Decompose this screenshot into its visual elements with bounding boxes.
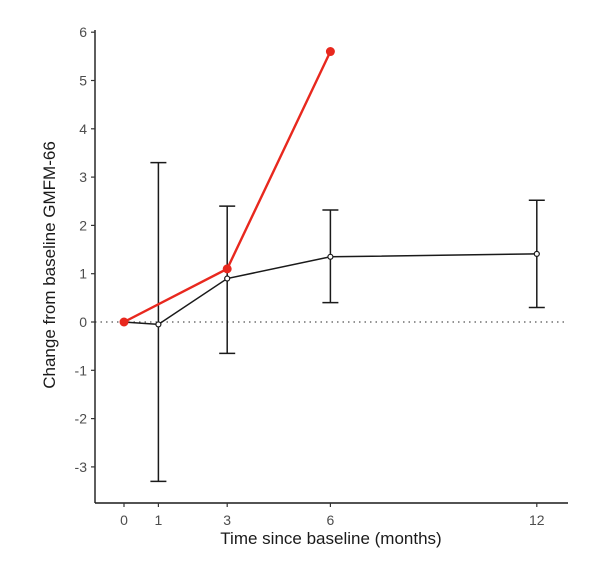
y-tick-label: 3	[79, 169, 87, 185]
x-axis-title: Time since baseline (months)	[220, 529, 441, 548]
x-tick-label: 0	[120, 512, 128, 528]
y-tick-label: 4	[79, 121, 87, 137]
x-tick-label: 3	[223, 512, 231, 528]
data-point-individual	[222, 264, 232, 274]
data-point-group-mean	[327, 253, 334, 260]
y-axis-title: Change from baseline GMFM-66	[40, 141, 59, 389]
data-point-group-mean	[533, 250, 540, 257]
x-tick-label: 1	[155, 512, 163, 528]
y-tick-label: 2	[79, 217, 87, 233]
y-tick-label: -1	[75, 362, 88, 378]
x-ticks: 0 1 3 6 12	[120, 503, 545, 528]
x-tick-label: 12	[529, 512, 545, 528]
y-tick-label: -3	[75, 459, 88, 475]
data-point-individual	[325, 47, 335, 57]
y-ticks: -3 -2 -1 0 1 2 3 4 5 6	[75, 24, 95, 475]
y-tick-label: 1	[79, 266, 87, 282]
axes	[94, 30, 568, 504]
data-point-group-mean	[224, 275, 231, 282]
y-tick-label: 0	[79, 314, 87, 330]
x-tick-label: 6	[327, 512, 335, 528]
data-points	[119, 47, 540, 328]
data-point-individual	[119, 317, 129, 327]
y-tick-label: 5	[79, 73, 87, 89]
y-tick-label: 6	[79, 24, 87, 40]
data-point-group-mean	[155, 321, 162, 328]
y-tick-label: -2	[75, 411, 88, 427]
